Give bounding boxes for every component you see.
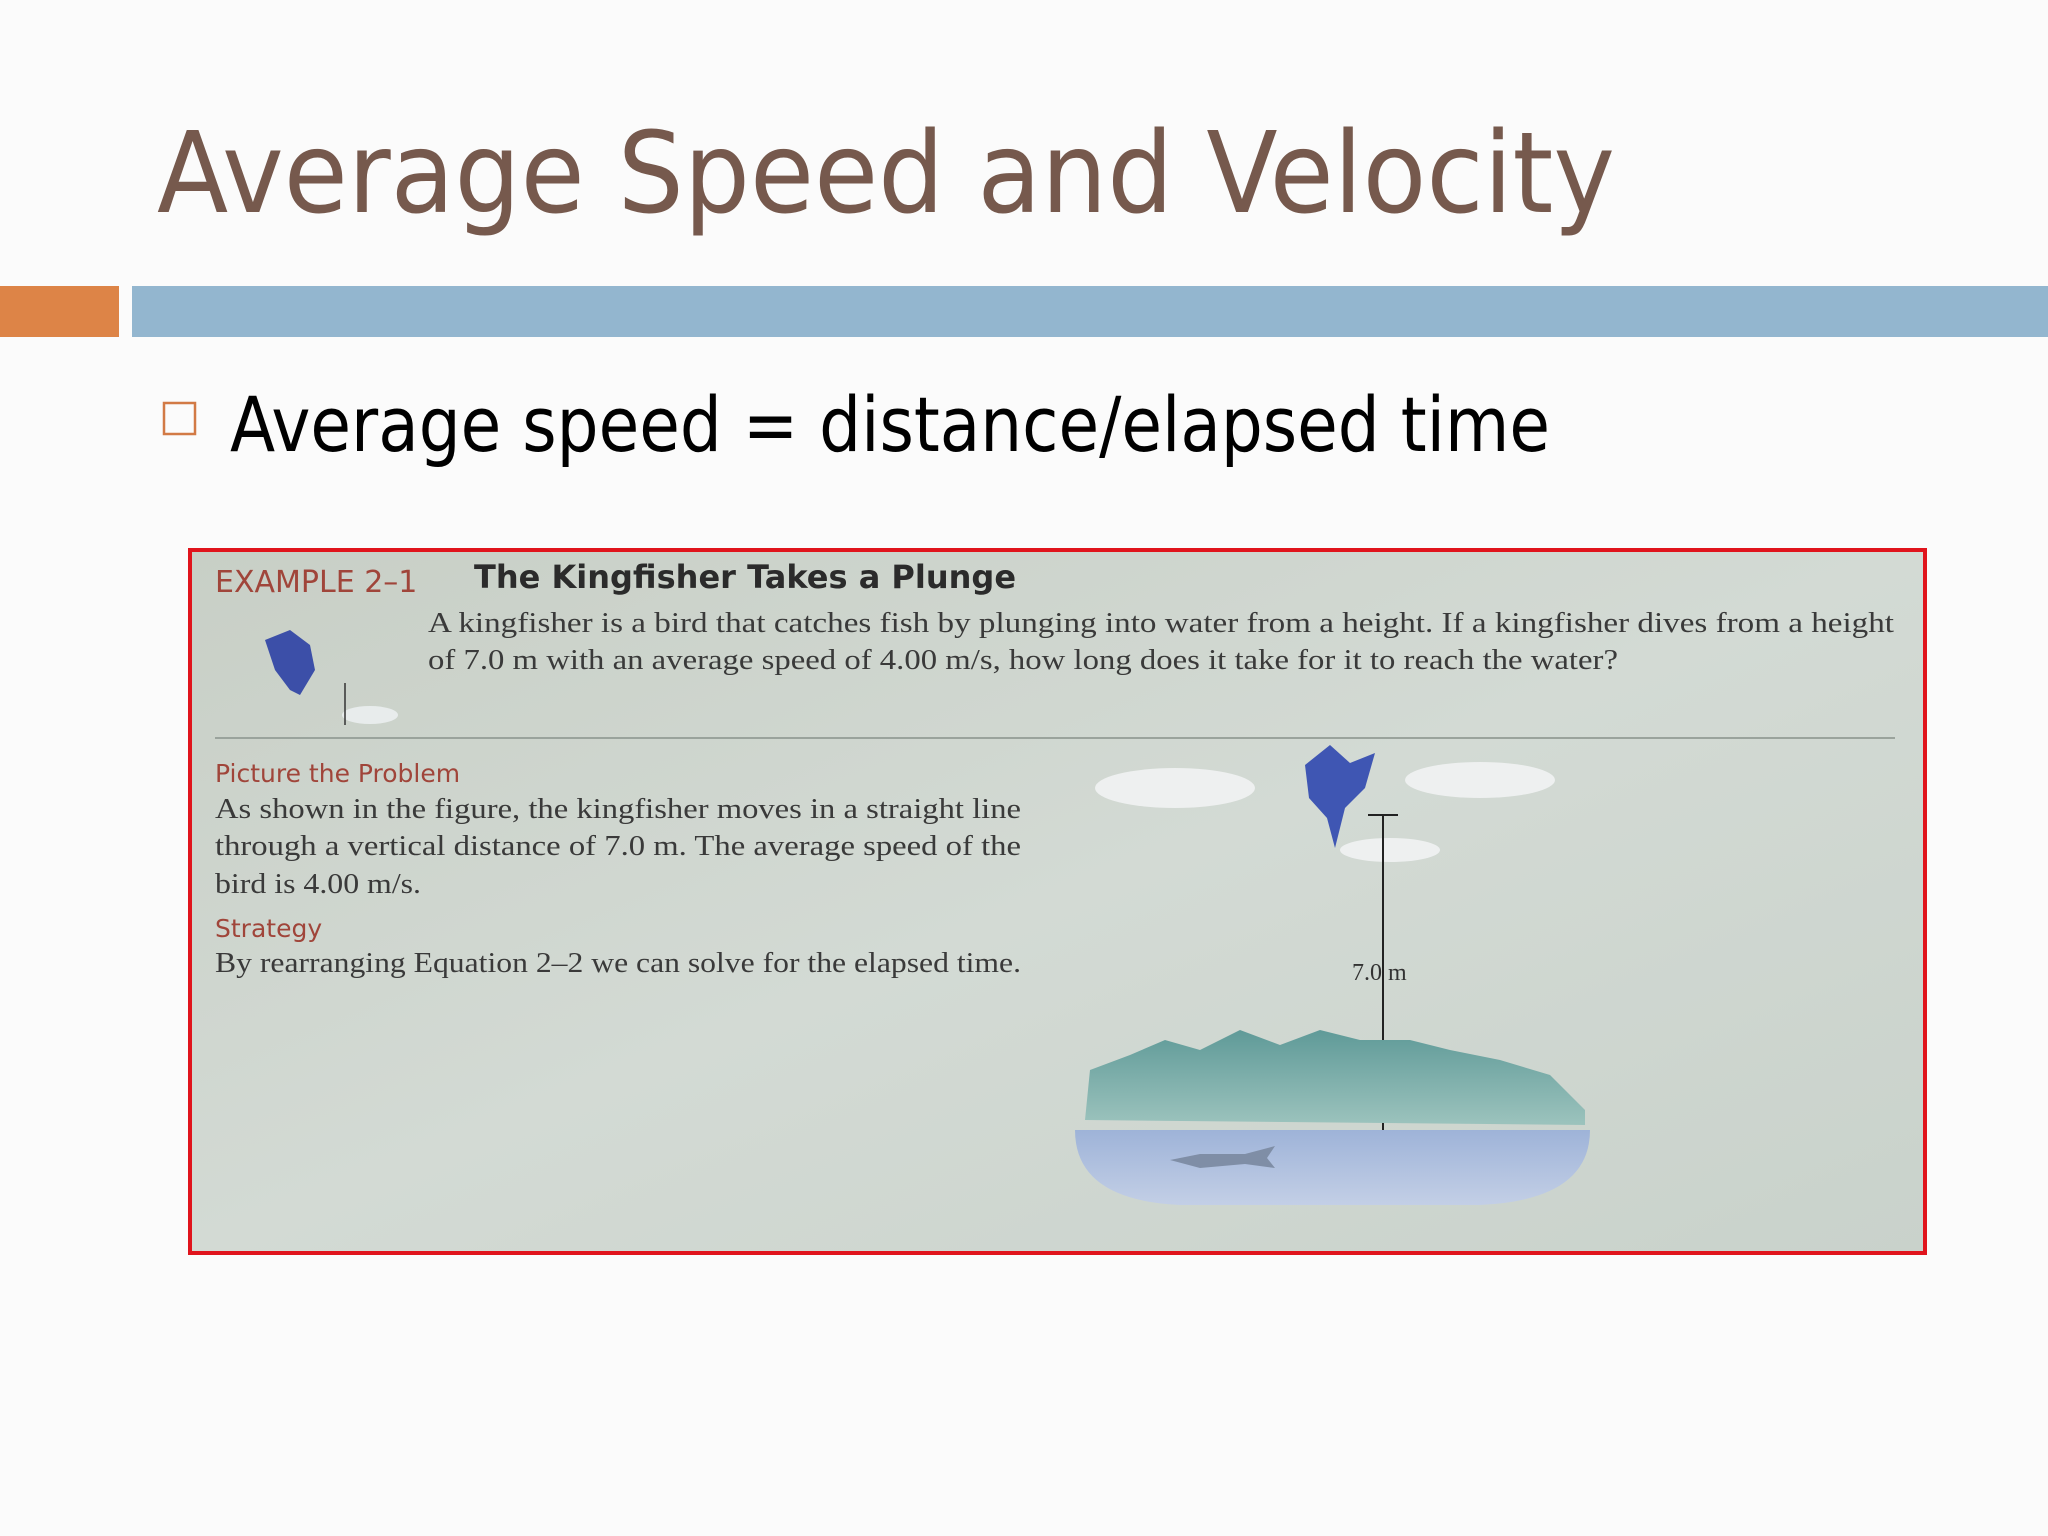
kingfisher (1305, 745, 1375, 848)
picture-line: through a vertical distance of 7.0 m. Th… (215, 831, 1021, 862)
bullet-text: Average speed = distance/elapsed time (230, 380, 1550, 469)
cloud (1095, 768, 1255, 808)
example-heading: The Kingfisher Takes a Plunge (474, 558, 1016, 596)
example-image: EXAMPLE 2–1 The Kingfisher Takes a Plung… (188, 548, 1927, 1255)
cloud (1405, 762, 1555, 798)
bullet-marker (162, 401, 197, 436)
header-bar (132, 286, 2048, 337)
cloud (1340, 838, 1440, 862)
figure-label: 7.0 m (1352, 960, 1407, 986)
picture-line: bird is 4.00 m/s. (215, 869, 421, 900)
slide-title: Average Speed and Velocity (157, 109, 1615, 239)
picture-heading: Picture the Problem (215, 759, 460, 788)
picture-line: As shown in the figure, the kingfisher m… (215, 794, 1021, 825)
example-frame (188, 548, 1927, 1255)
problem-line: of 7.0 m with an average speed of 4.00 m… (428, 645, 1618, 676)
problem-line: A kingfisher is a bird that catches fish… (428, 608, 1894, 639)
thumb-bird (265, 630, 315, 695)
thumb-cloud (342, 706, 398, 724)
strategy-heading: Strategy (215, 914, 322, 943)
water (1075, 1130, 1590, 1205)
figure: 7.0 m (1075, 745, 1590, 1205)
strategy-line: By rearranging Equation 2–2 we can solve… (215, 948, 1021, 979)
trees (1085, 1030, 1585, 1125)
accent-bar (0, 286, 119, 337)
fish (1170, 1146, 1275, 1168)
example-label: EXAMPLE 2–1 (215, 565, 417, 600)
